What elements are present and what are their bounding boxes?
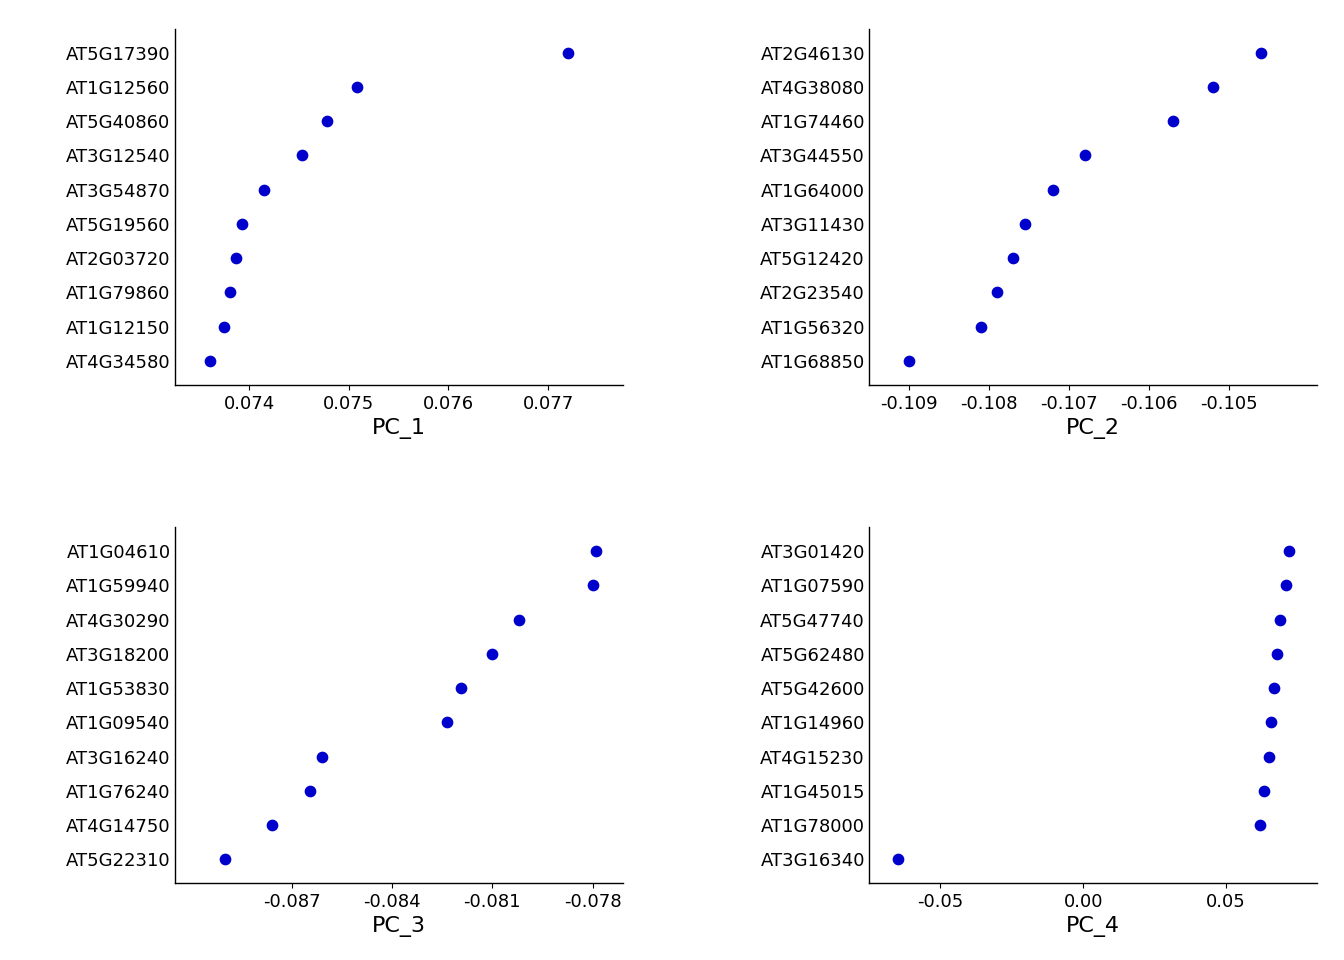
X-axis label: PC_4: PC_4 (1066, 917, 1120, 938)
Point (254, 182, 276, 198)
Point (1203, 80, 1224, 95)
X-axis label: PC_3: PC_3 (372, 917, 426, 938)
Point (300, 783, 321, 799)
Point (582, 578, 603, 593)
Point (437, 714, 458, 730)
Point (1266, 646, 1288, 661)
Point (292, 148, 313, 163)
Point (212, 319, 234, 334)
Point (214, 852, 235, 867)
Point (219, 285, 241, 300)
Point (261, 817, 282, 832)
Point (316, 113, 337, 129)
Point (1254, 783, 1275, 799)
Point (1278, 543, 1300, 559)
X-axis label: PC_2: PC_2 (1066, 418, 1120, 439)
Point (1275, 578, 1297, 593)
Point (1074, 148, 1095, 163)
Point (450, 681, 472, 696)
Point (1261, 714, 1282, 730)
Point (1269, 612, 1290, 627)
Point (1163, 113, 1184, 129)
Point (986, 285, 1008, 300)
Point (970, 319, 992, 334)
Point (1250, 45, 1271, 60)
Point (226, 251, 247, 266)
Point (585, 543, 606, 559)
Point (1250, 817, 1271, 832)
Point (1043, 182, 1064, 198)
Point (481, 646, 503, 661)
X-axis label: PC_1: PC_1 (372, 418, 426, 439)
Point (508, 612, 530, 627)
Point (347, 80, 368, 95)
Point (199, 353, 220, 369)
Point (1003, 251, 1024, 266)
Point (887, 852, 909, 867)
Point (1263, 681, 1285, 696)
Point (1258, 749, 1279, 764)
Point (898, 353, 919, 369)
Point (310, 749, 332, 764)
Point (231, 216, 253, 231)
Point (1015, 216, 1036, 231)
Point (558, 45, 579, 60)
